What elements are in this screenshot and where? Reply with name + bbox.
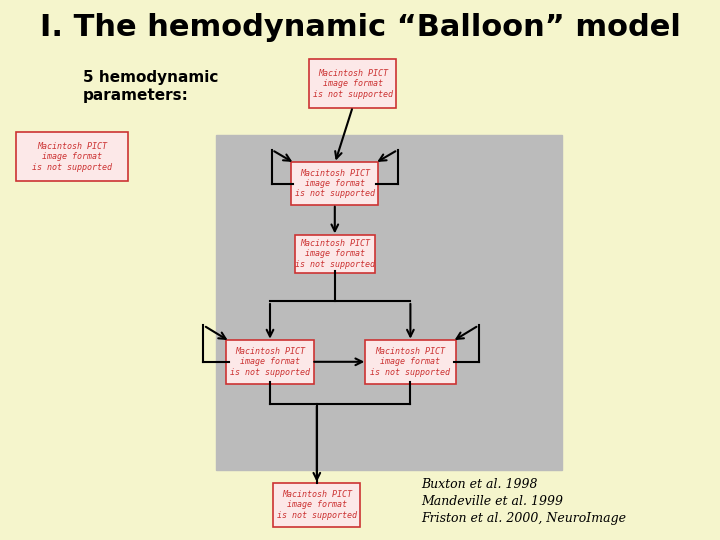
Text: Macintosh PICT
image format
is not supported: Macintosh PICT image format is not suppo… <box>230 347 310 377</box>
Text: Macintosh PICT
image format
is not supported: Macintosh PICT image format is not suppo… <box>294 168 375 199</box>
Bar <box>216 135 562 470</box>
FancyBboxPatch shape <box>365 340 456 383</box>
FancyBboxPatch shape <box>16 132 128 181</box>
Text: Buxton et al. 1998: Buxton et al. 1998 <box>421 478 538 491</box>
Text: Macintosh PICT
image format
is not supported: Macintosh PICT image format is not suppo… <box>312 69 393 99</box>
Text: Macintosh PICT
image format
is not supported: Macintosh PICT image format is not suppo… <box>32 141 112 172</box>
FancyBboxPatch shape <box>274 483 361 527</box>
FancyBboxPatch shape <box>295 234 375 273</box>
Text: 5 hemodynamic
parameters:: 5 hemodynamic parameters: <box>83 70 218 103</box>
Text: Macintosh PICT
image format
is not supported: Macintosh PICT image format is not suppo… <box>294 239 375 269</box>
Text: Mandeville et al. 1999: Mandeville et al. 1999 <box>421 495 563 508</box>
FancyBboxPatch shape <box>310 59 396 108</box>
Text: Macintosh PICT
image format
is not supported: Macintosh PICT image format is not suppo… <box>370 347 451 377</box>
Text: Macintosh PICT
image format
is not supported: Macintosh PICT image format is not suppo… <box>276 490 357 520</box>
FancyBboxPatch shape <box>291 162 379 205</box>
FancyBboxPatch shape <box>226 340 314 383</box>
Text: I. The hemodynamic “Balloon” model: I. The hemodynamic “Balloon” model <box>40 14 680 43</box>
Text: Friston et al. 2000, NeuroImage: Friston et al. 2000, NeuroImage <box>421 512 626 525</box>
